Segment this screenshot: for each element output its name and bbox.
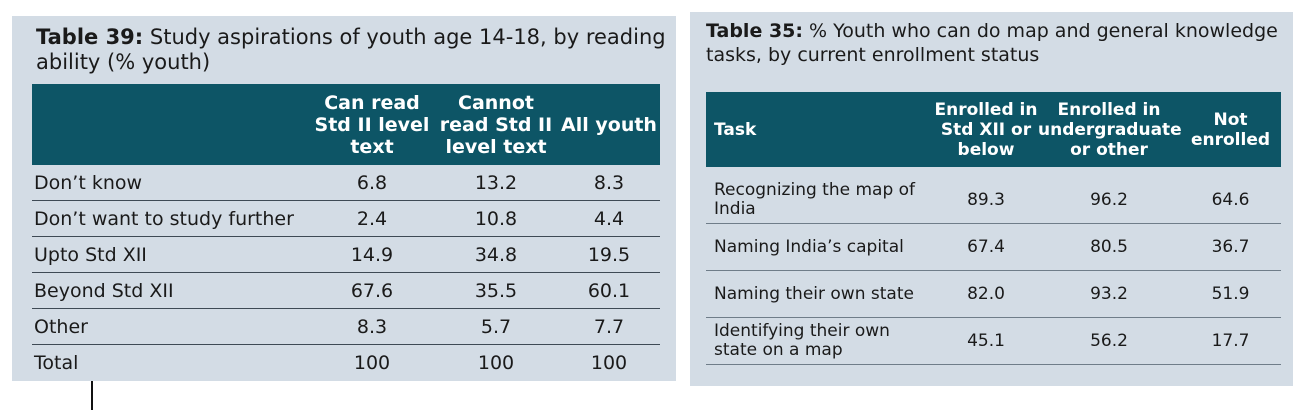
table-row: Identifying their own state on a map 45.… [706, 317, 1281, 365]
cell-value: 6.8 [310, 165, 434, 201]
cell-value: 67.4 [934, 223, 1038, 271]
cell-value: 100 [590, 351, 628, 374]
table-row: Naming their own state 82.0 93.2 51.9 [706, 270, 1281, 318]
table-35-caption-number: Table 35: [706, 20, 803, 42]
table-39-caption: Table 39: Study aspirations of youth age… [36, 25, 666, 75]
table-35-caption-text: % Youth who can do map and general knowl… [706, 20, 1278, 66]
cell-value: 5.7 [434, 308, 558, 345]
table-35-header-task: Task [706, 92, 934, 167]
table-row: Don’t know 6.8 13.2 8.3 [32, 165, 660, 201]
cell-value: 89.3 [934, 167, 1038, 224]
cell-value: 14.9 [310, 236, 434, 273]
cell-value: 7.7 [558, 308, 660, 345]
cell-value: 8.3 [558, 165, 660, 201]
cell-value: 36.7 [1180, 223, 1281, 271]
table-39-header-blank [32, 84, 310, 165]
cell-value: 82.0 [934, 270, 1038, 318]
table-row: Naming India’s capital 67.4 80.5 36.7 [706, 223, 1281, 271]
row-label: Total [34, 351, 79, 374]
cell-value: 2.4 [310, 200, 434, 237]
table-35-header-enrolled-undergraduate: Enrolled in undergraduate or other [1038, 92, 1182, 167]
row-label: Identifying their own state on a map [706, 317, 934, 365]
table-35-header-row: Task Enrolled in Std XII or below Enroll… [706, 92, 1281, 167]
cell-value: 51.9 [1180, 270, 1281, 318]
table-35-caption: Table 35: % Youth who can do map and gen… [706, 19, 1286, 67]
table-39-caption-text: Study aspirations of youth age 14-18, by… [36, 25, 666, 74]
table-39-header-can-read: Can read Std II level text [310, 84, 434, 165]
row-label: Other [32, 308, 310, 345]
cell-value: 8.3 [310, 308, 434, 345]
table-39-header-row: Can read Std II level text Cannot read S… [32, 84, 660, 165]
row-label: Naming their own state [706, 270, 934, 318]
cell-value: 34.8 [434, 236, 558, 273]
table-35-header-enrolled-std-xii: Enrolled in Std XII or below [934, 92, 1038, 167]
row-label: Beyond Std XII [32, 272, 310, 309]
cell-value: 13.2 [434, 165, 558, 201]
table-row: Recognizing the map of India 89.3 96.2 6… [706, 167, 1281, 224]
cell-value: 56.2 [1038, 317, 1180, 365]
row-label: Upto Std XII [32, 236, 310, 273]
row-label: Recognizing the map of India [706, 167, 934, 224]
cell-value: 45.1 [934, 317, 1038, 365]
table-39-header-cannot-read: Cannot read Std II level text [434, 84, 558, 165]
table-row: Upto Std XII 14.9 34.8 19.5 [32, 236, 660, 273]
cell-value: 67.6 [310, 272, 434, 309]
cell-value: 35.5 [434, 272, 558, 309]
table-row: Don’t want to study further 2.4 10.8 4.4 [32, 200, 660, 237]
cell-value: 19.5 [558, 236, 660, 273]
table-35: Task Enrolled in Std XII or below Enroll… [706, 92, 1281, 365]
table-39-header-all-youth: All youth [558, 84, 660, 165]
row-label: Don’t know [32, 165, 310, 201]
cell-value: 64.6 [1180, 167, 1281, 224]
cell-value: 100 [477, 351, 515, 374]
table-row-total: Total 100 100 100 [32, 345, 660, 381]
table-35-header-not-enrolled: Not enrolled [1180, 92, 1281, 167]
table-39: Can read Std II level text Cannot read S… [32, 84, 660, 380]
row-label: Don’t want to study further [32, 200, 310, 237]
cell-value: 80.5 [1038, 223, 1180, 271]
cell-value: 10.8 [434, 200, 558, 237]
cell-value: 60.1 [558, 272, 660, 309]
cell-value: 96.2 [1038, 167, 1180, 224]
table-35-panel: Table 35: % Youth who can do map and gen… [690, 12, 1293, 386]
cell-value: 4.4 [558, 200, 660, 237]
cell-value: 17.7 [1180, 317, 1281, 365]
table-row: Other 8.3 5.7 7.7 [32, 308, 660, 345]
text-cursor [91, 381, 93, 410]
cell-value: 100 [353, 351, 391, 374]
table-row: Beyond Std XII 67.6 35.5 60.1 [32, 272, 660, 309]
table-39-panel: Table 39: Study aspirations of youth age… [12, 16, 676, 381]
cell-value: 93.2 [1038, 270, 1180, 318]
table-39-caption-number: Table 39: [36, 25, 144, 49]
row-label: Naming India’s capital [706, 223, 934, 271]
